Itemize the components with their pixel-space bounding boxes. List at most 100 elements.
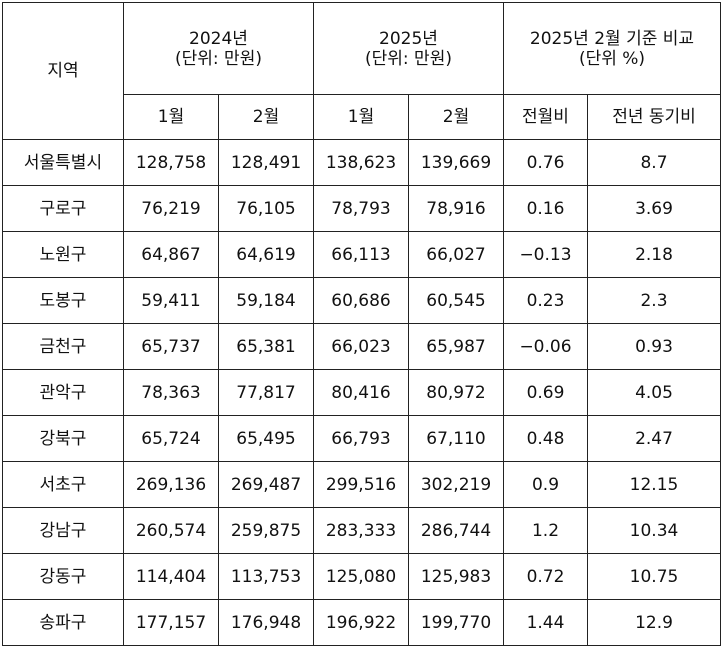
value-cell: 80,416 xyxy=(313,369,409,416)
region-cell: 송파구 xyxy=(2,599,124,646)
subheader-cell: 2월 xyxy=(218,94,314,140)
value-cell: 67,110 xyxy=(408,415,504,462)
table-row: 송파구 177,157 176,948 196,922 199,770 1.44 12.9 xyxy=(2,599,721,646)
value-cell: 60,545 xyxy=(408,277,504,324)
region-header: 지역 xyxy=(2,2,124,140)
table-row: 금천구 65,737 65,381 66,023 65,987 −0.06 0.93 xyxy=(2,323,721,370)
value-cell: 286,744 xyxy=(408,507,504,554)
value-cell: 139,669 xyxy=(408,139,504,186)
value-cell: 177,157 xyxy=(123,599,219,646)
value-cell: 269,487 xyxy=(218,461,314,508)
value-cell: −0.06 xyxy=(503,323,588,370)
value-cell: 10.75 xyxy=(587,553,721,600)
value-cell: 0.93 xyxy=(587,323,721,370)
value-cell: 128,758 xyxy=(123,139,219,186)
table-row: 서초구 269,136 269,487 299,516 302,219 0.9 12.15 xyxy=(2,461,721,508)
region-cell: 강북구 xyxy=(2,415,124,462)
value-cell: 125,080 xyxy=(313,553,409,600)
value-cell: 1.44 xyxy=(503,599,588,646)
value-cell: 8.7 xyxy=(587,139,721,186)
subheader-cell: 1월 xyxy=(123,94,219,140)
header-row-sub: 1월 2월 1월 2월 전월비 전년 동기비 xyxy=(3,94,721,140)
region-cell: 강남구 xyxy=(2,507,124,554)
value-cell: 299,516 xyxy=(313,461,409,508)
subheader-cell: 1월 xyxy=(313,94,409,140)
table-row: 강남구 260,574 259,875 283,333 286,744 1.2 10.34 xyxy=(2,507,721,554)
value-cell: 283,333 xyxy=(313,507,409,554)
value-cell: 65,737 xyxy=(123,323,219,370)
region-cell: 금천구 xyxy=(2,323,124,370)
value-cell: 0.23 xyxy=(503,277,588,324)
value-cell: 65,495 xyxy=(218,415,314,462)
header-row-top: 지역 2024년 (단위: 만원) 2025년 (단위: 만원) 2025년 2… xyxy=(2,2,721,140)
value-cell: 176,948 xyxy=(218,599,314,646)
value-cell: 65,724 xyxy=(123,415,219,462)
table-row: 노원구 64,867 64,619 66,113 66,027 −0.13 2.18 xyxy=(2,231,721,278)
group-header-year: 2025년 2월 기준 비교 xyxy=(529,28,695,49)
value-cell: 302,219 xyxy=(408,461,504,508)
table-row: 강북구 65,724 65,495 66,793 67,110 0.48 2.47 xyxy=(2,415,721,462)
group-header-year: 2025년 xyxy=(379,28,438,49)
value-cell: 2.3 xyxy=(587,277,721,324)
value-cell: 64,867 xyxy=(123,231,219,278)
group-header-unit: (단위 %) xyxy=(578,48,646,69)
value-cell: 0.72 xyxy=(503,553,588,600)
value-cell: 0.16 xyxy=(503,185,588,232)
value-cell: 128,491 xyxy=(218,139,314,186)
value-cell: 4.05 xyxy=(587,369,721,416)
value-cell: 78,916 xyxy=(408,185,504,232)
group-header-unit: (단위: 만원) xyxy=(175,48,262,69)
value-cell: 10.34 xyxy=(587,507,721,554)
value-cell: 259,875 xyxy=(218,507,314,554)
table-row: 강동구 114,404 113,753 125,080 125,983 0.72 10.75 xyxy=(2,553,721,600)
region-cell: 강동구 xyxy=(2,553,124,600)
value-cell: 0.9 xyxy=(503,461,588,508)
region-cell: 구로구 xyxy=(2,185,124,232)
region-cell: 서초구 xyxy=(2,461,124,508)
value-cell: 1.2 xyxy=(503,507,588,554)
value-cell: 113,753 xyxy=(218,553,314,600)
group-header-2025: 2025년 (단위: 만원) xyxy=(313,2,504,95)
value-cell: 12.9 xyxy=(587,599,721,646)
region-cell: 도봉구 xyxy=(2,277,124,324)
value-cell: 65,381 xyxy=(218,323,314,370)
region-cell: 관악구 xyxy=(2,369,124,416)
value-cell: 2.18 xyxy=(587,231,721,278)
value-cell: 78,363 xyxy=(123,369,219,416)
group-header-unit: (단위: 만원) xyxy=(365,48,452,69)
value-cell: 66,023 xyxy=(313,323,409,370)
table-row: 서울특별시 128,758 128,491 138,623 139,669 0.76 8.7 xyxy=(2,139,721,186)
value-cell: 2.47 xyxy=(587,415,721,462)
value-cell: 76,105 xyxy=(218,185,314,232)
value-cell: 199,770 xyxy=(408,599,504,646)
value-cell: 12.15 xyxy=(587,461,721,508)
subheader-cell: 2월 xyxy=(408,94,504,140)
table-row: 구로구 76,219 76,105 78,793 78,916 0.16 3.69 xyxy=(2,185,721,232)
value-cell: 66,027 xyxy=(408,231,504,278)
value-cell: 59,411 xyxy=(123,277,219,324)
group-header-2024: 2024년 (단위: 만원) xyxy=(123,2,314,95)
value-cell: 65,987 xyxy=(408,323,504,370)
group-header-year: 2024년 xyxy=(189,28,248,49)
value-cell: 0.69 xyxy=(503,369,588,416)
subheader-cell: 전월비 xyxy=(503,94,588,140)
value-cell: 114,404 xyxy=(123,553,219,600)
value-cell: 125,983 xyxy=(408,553,504,600)
value-cell: 60,686 xyxy=(313,277,409,324)
value-cell: 196,922 xyxy=(313,599,409,646)
value-cell: 59,184 xyxy=(218,277,314,324)
value-cell: 76,219 xyxy=(123,185,219,232)
value-cell: 66,113 xyxy=(313,231,409,278)
region-cell: 서울특별시 xyxy=(2,139,124,186)
value-cell: 260,574 xyxy=(123,507,219,554)
value-cell: 138,623 xyxy=(313,139,409,186)
value-cell: 64,619 xyxy=(218,231,314,278)
table-row: 도봉구 59,411 59,184 60,686 60,545 0.23 2.3 xyxy=(2,277,721,324)
group-header-comparison: 2025년 2월 기준 비교 (단위 %) xyxy=(503,2,721,95)
value-cell: 77,817 xyxy=(218,369,314,416)
value-cell: 3.69 xyxy=(587,185,721,232)
table-row: 관악구 78,363 77,817 80,416 80,972 0.69 4.05 xyxy=(2,369,721,416)
value-cell: 78,793 xyxy=(313,185,409,232)
value-cell: 0.48 xyxy=(503,415,588,462)
